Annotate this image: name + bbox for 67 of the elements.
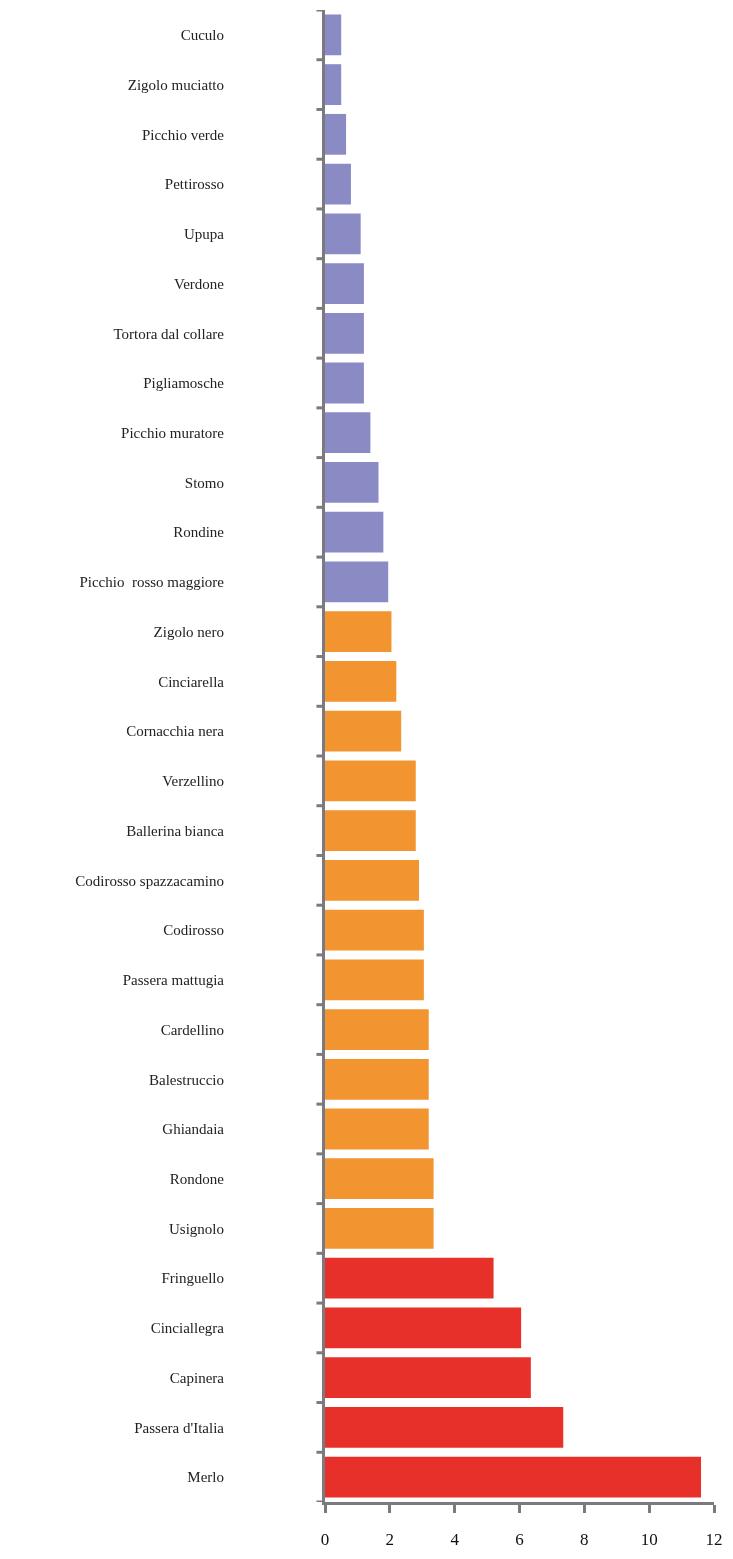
bar (325, 511, 384, 553)
y-tick-label: Merlo (187, 1469, 224, 1486)
bar (325, 1456, 702, 1498)
bar (325, 810, 416, 851)
bar (325, 760, 416, 802)
x-tick-label: 6 (515, 1530, 524, 1550)
y-tick-label: Picchio verde (141, 126, 225, 143)
y-tick-label: Ghiandaia (162, 1121, 225, 1138)
bar (325, 213, 361, 255)
y-tick-label: Cinciallegra (150, 1320, 225, 1337)
y-tick-label: Rondone (169, 1170, 225, 1187)
bar (325, 362, 364, 404)
bar (325, 412, 371, 454)
bar (325, 909, 424, 951)
x-tick-label: 8 (580, 1530, 589, 1550)
y-tick-label: Verzellino (162, 773, 224, 790)
x-tick-label: 2 (385, 1530, 395, 1550)
y-tick-label: Capinera (169, 1369, 225, 1386)
bar (325, 462, 379, 503)
y-tick-label: Tortora dal collare (113, 325, 225, 342)
y-tick-label: Usignolo (168, 1220, 224, 1237)
y-tick-label: Cuculo (180, 27, 224, 44)
y-tick-label: Zigolo muciatto (127, 76, 224, 93)
bar (325, 1208, 434, 1249)
bar (325, 1407, 564, 1448)
y-tick-label: Rondine (173, 524, 225, 541)
x-tick-label: 0 (320, 1530, 330, 1550)
y-tick-label: Picchio muratore (121, 424, 225, 441)
bar (325, 14, 342, 56)
y-tick-label: Cardellino (160, 1021, 224, 1038)
y-tick-label: Zigolo nero (153, 623, 224, 640)
bar (325, 859, 420, 901)
x-tick-label: 4 (450, 1530, 460, 1550)
x-tick-label: 12 (705, 1530, 723, 1550)
bar (325, 1009, 429, 1050)
bar (325, 661, 397, 702)
bar (325, 1357, 531, 1399)
y-tick-label: Cinciarella (158, 673, 225, 690)
bar (325, 1307, 522, 1349)
bar (325, 959, 424, 1001)
bar (325, 1158, 434, 1200)
bar (325, 1058, 429, 1100)
bar (325, 611, 392, 653)
y-tick-label: Picchio rosso maggiore (79, 574, 225, 591)
bar (325, 263, 364, 304)
bar (325, 710, 402, 752)
bar (325, 1257, 494, 1299)
y-tick-label: Balestruccio (149, 1071, 224, 1088)
y-tick-label: Upupa (184, 226, 225, 243)
bar (325, 163, 351, 205)
y-tick-label: Passera mattugia (122, 972, 225, 989)
bar (325, 561, 389, 603)
y-tick-label: Pettirosso (164, 176, 224, 193)
y-tick-label: Codirosso (163, 922, 224, 939)
y-tick-label: Codirosso spazzacamino (75, 872, 224, 889)
y-tick-label: Stomo (184, 474, 224, 491)
bar (325, 312, 364, 354)
y-tick-label: Ballerina bianca (126, 822, 225, 839)
x-tick-label: 10 (640, 1530, 658, 1550)
bar (325, 64, 342, 105)
bar (325, 1108, 429, 1150)
y-tick-label: Pigliamosche (143, 375, 225, 392)
y-tick-label: Fringuello (161, 1270, 224, 1287)
y-tick-label: Passera d'Italia (134, 1419, 225, 1436)
y-tick-label: Cornacchia nera (126, 723, 225, 740)
bar (325, 113, 347, 155)
y-tick-label: Verdone (174, 275, 225, 292)
